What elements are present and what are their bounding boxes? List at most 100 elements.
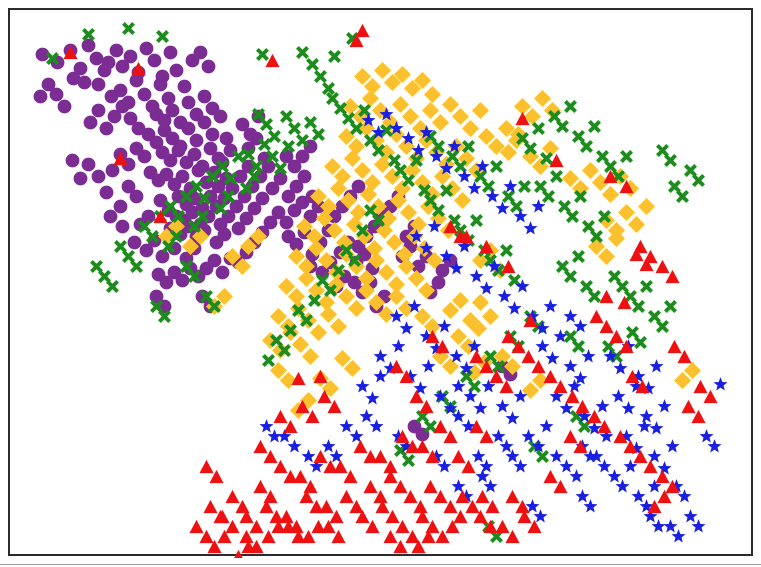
cluster-red-point [498, 379, 514, 394]
cluster-green-point [571, 339, 586, 354]
cluster-purple-point [391, 189, 406, 204]
cluster-green-point [255, 47, 270, 62]
cluster-blue-point [301, 448, 316, 464]
cluster-blue-point [577, 408, 592, 424]
cluster-green-point [563, 99, 578, 114]
cluster-gold-point [401, 107, 419, 125]
cluster-green-point [511, 339, 526, 354]
cluster-green-point [81, 27, 96, 42]
cluster-purple-point [377, 289, 392, 304]
cluster-gold-point [269, 361, 287, 379]
cluster-red-point [374, 499, 390, 514]
cluster-blue-point [429, 340, 444, 356]
cluster-green-point [523, 141, 538, 156]
cluster-green-point [339, 243, 354, 258]
cluster-red-point [372, 449, 388, 464]
cluster-gold-point [377, 263, 395, 281]
cluster-red-point [618, 339, 634, 354]
cluster-green-point [481, 519, 496, 534]
cluster-red-point [588, 309, 604, 324]
cluster-red-point [290, 371, 306, 386]
cluster-purple-point [435, 263, 450, 278]
cluster-green-point [295, 45, 310, 60]
cluster-blue-point [647, 478, 662, 494]
cluster-green-point [631, 299, 646, 314]
cluster-purple-point [127, 235, 142, 250]
cluster-gold-point [327, 263, 345, 281]
cluster-red-point [654, 469, 670, 484]
cluster-purple-point [113, 83, 128, 98]
cluster-red-point [418, 399, 434, 414]
cluster-red-point [382, 529, 398, 544]
cluster-green-point [179, 259, 194, 274]
cluster-red-point [500, 329, 516, 344]
cluster-green-point [555, 259, 570, 274]
cluster-green-point [691, 173, 706, 188]
cluster-gold-point [367, 251, 385, 269]
cluster-green-point [155, 29, 170, 44]
cluster-blue-point [621, 400, 636, 416]
cluster-green-point [667, 179, 682, 194]
cluster-green-point [265, 149, 280, 164]
cluster-green-point [311, 127, 326, 142]
cluster-green-point [417, 183, 432, 198]
cluster-blue-point [619, 428, 634, 444]
cluster-red-point [444, 519, 460, 534]
cluster-blue-point [449, 348, 464, 364]
cluster-purple-point [203, 299, 218, 314]
cluster-red-point [642, 249, 658, 264]
cluster-gold-point [587, 237, 605, 255]
cluster-red-point [268, 509, 284, 524]
cluster-gold-point [373, 61, 391, 79]
cluster-gold-point [289, 299, 307, 317]
cluster-purple-point [329, 279, 344, 294]
cluster-purple-point [207, 165, 222, 180]
cluster-purple-point [211, 179, 226, 194]
cluster-purple-point [159, 275, 174, 290]
cluster-purple-point [365, 261, 380, 276]
cluster-green-point [197, 191, 212, 206]
cluster-green-point [609, 349, 624, 364]
cluster-gold-point [507, 131, 525, 149]
cluster-blue-point [647, 448, 662, 464]
cluster-purple-point [231, 255, 246, 270]
cluster-gold-point [307, 239, 325, 257]
cluster-red-point [384, 509, 400, 524]
cluster-blue-point [699, 428, 714, 444]
cluster-purple-point [333, 245, 348, 260]
cluster-green-point [249, 159, 264, 174]
cluster-gold-point [347, 299, 365, 317]
cluster-blue-point [451, 408, 466, 424]
cluster-blue-point [553, 328, 568, 344]
cluster-green-point [241, 147, 256, 162]
cluster-green-point [277, 343, 292, 358]
cluster-blue-point [379, 106, 394, 122]
cluster-purple-point [251, 109, 266, 124]
cluster-blue-point [389, 120, 404, 136]
cluster-gold-point [319, 197, 337, 215]
cluster-green-point [121, 21, 136, 36]
cluster-gold-point [407, 269, 425, 287]
cluster-green-point [603, 159, 618, 174]
cluster-blue-point [567, 378, 582, 394]
cluster-green-point [291, 303, 306, 318]
cluster-purple-point [155, 145, 170, 160]
cluster-green-point [431, 139, 446, 154]
cluster-blue-point [371, 124, 386, 140]
cluster-gold-point [491, 261, 509, 279]
cluster-blue-point [521, 428, 536, 444]
cluster-blue-point [559, 400, 574, 416]
cluster-gold-point [191, 227, 209, 245]
cluster-red-point [338, 489, 354, 504]
cluster-purple-point [253, 169, 268, 184]
cluster-purple-point [65, 153, 80, 168]
cluster-blue-point [611, 388, 626, 404]
cluster-blue-point [321, 438, 336, 454]
cluster-red-point [632, 239, 648, 254]
cluster-gold-point [347, 137, 365, 155]
cluster-red-point [442, 499, 458, 514]
cluster-purple-point [407, 219, 422, 234]
cluster-blue-point [497, 288, 512, 304]
cluster-gold-point [607, 229, 625, 247]
plot-frame [8, 8, 753, 558]
